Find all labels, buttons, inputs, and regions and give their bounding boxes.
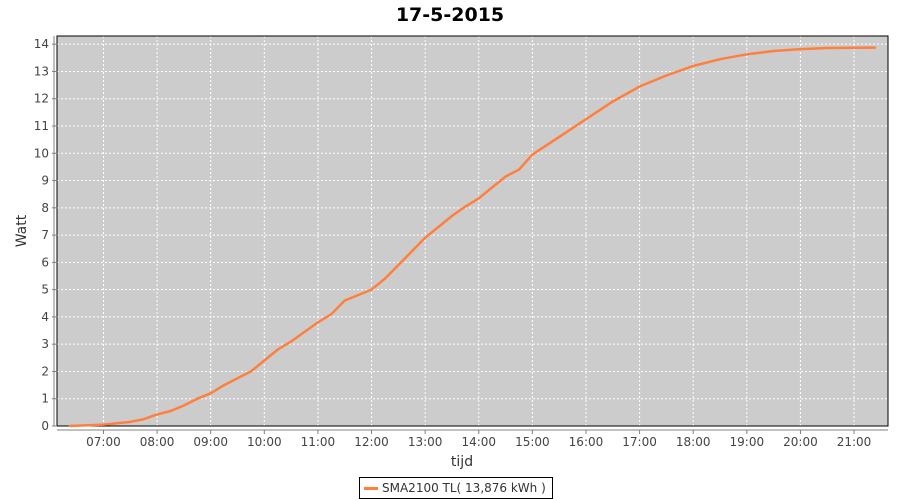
- data-point: [504, 175, 507, 178]
- data-point: [451, 215, 453, 217]
- legend: SMA2100 TL( 13,876 kWh ): [359, 477, 553, 499]
- data-point: [477, 197, 480, 200]
- data-point: [330, 313, 333, 315]
- x-tick-label: 17:00: [622, 435, 657, 449]
- data-point: [638, 85, 641, 88]
- x-tick-label: 09:00: [193, 435, 228, 449]
- x-tick-label: 21:00: [837, 435, 872, 449]
- data-point: [102, 423, 105, 426]
- data-point: [826, 47, 829, 49]
- data-point: [276, 348, 279, 351]
- y-tick-label: 2: [41, 364, 49, 378]
- data-point: [370, 288, 373, 291]
- data-point: [611, 100, 614, 103]
- data-point: [384, 277, 386, 280]
- y-tick-label: 8: [41, 201, 49, 215]
- data-point: [531, 153, 534, 156]
- x-tick-label: 13:00: [408, 435, 443, 449]
- data-point: [665, 74, 668, 77]
- y-tick-label: 10: [34, 146, 49, 160]
- y-tick-label: 12: [34, 92, 49, 106]
- data-point: [585, 118, 587, 120]
- data-point: [129, 421, 132, 423]
- y-tick-label: 11: [34, 119, 49, 133]
- data-point: [772, 50, 775, 52]
- y-tick-label: 0: [41, 419, 49, 433]
- data-point: [303, 331, 306, 333]
- y-tick-label: 4: [41, 310, 49, 324]
- plot-border: [56, 35, 889, 427]
- data-point: [518, 168, 520, 171]
- data-point: [209, 392, 212, 395]
- data-point: [183, 404, 185, 407]
- series-line: [69, 46, 876, 428]
- data-point: [799, 48, 802, 50]
- data-point: [196, 397, 199, 400]
- data-point: [250, 370, 252, 373]
- data-point: [223, 384, 225, 386]
- data-point: [558, 136, 560, 138]
- y-tick-label: 13: [34, 64, 49, 78]
- data-point: [437, 226, 440, 228]
- x-tick-label: 15:00: [515, 435, 550, 449]
- x-tick-label: 18:00: [676, 435, 711, 449]
- x-tick-label: 07:00: [86, 435, 121, 449]
- chart-title: 17-5-2015: [395, 4, 505, 26]
- y-tick-label: 3: [41, 337, 49, 351]
- x-axis-label: tijd: [451, 454, 473, 470]
- y-axis-label: Watt: [14, 214, 30, 247]
- data-point: [317, 321, 319, 324]
- y-tick-label: 1: [41, 392, 49, 406]
- data-point: [424, 237, 426, 239]
- y-tick-label: 5: [41, 283, 49, 297]
- data-point: [156, 413, 158, 416]
- x-tick-label: 08:00: [140, 435, 175, 449]
- x-tick-label: 16:00: [569, 435, 604, 449]
- plot-area: [57, 36, 888, 426]
- data-point: [357, 294, 359, 296]
- y-tick-label: 14: [34, 37, 49, 51]
- data-point: [692, 65, 695, 67]
- data-point: [464, 205, 467, 208]
- data-point: [142, 418, 145, 420]
- data-point: [169, 410, 172, 412]
- data-point: [719, 58, 721, 60]
- x-tick-label: 19:00: [730, 435, 765, 449]
- data-point: [874, 46, 877, 49]
- data-point: [343, 299, 346, 302]
- data-point: [263, 359, 266, 362]
- y-tick-label: 6: [41, 255, 49, 269]
- x-tick-label: 11:00: [301, 435, 336, 449]
- y-tick-label: 9: [41, 174, 49, 188]
- data-point: [410, 250, 413, 253]
- data-point: [397, 264, 400, 266]
- data-point: [746, 53, 748, 56]
- x-tick-label: 12:00: [354, 435, 389, 449]
- data-point: [68, 425, 71, 427]
- data-point: [491, 186, 493, 189]
- data-point: [853, 46, 855, 49]
- y-tick-label: 7: [41, 228, 49, 242]
- x-tick-label: 14:00: [461, 435, 496, 449]
- legend-swatch: [364, 486, 378, 490]
- x-tick-label: 20:00: [783, 435, 818, 449]
- data-point: [290, 340, 292, 343]
- data-point: [236, 377, 239, 380]
- legend-label: SMA2100 TL( 13,876 kWh ): [382, 481, 546, 495]
- x-tick-label: 10:00: [247, 435, 282, 449]
